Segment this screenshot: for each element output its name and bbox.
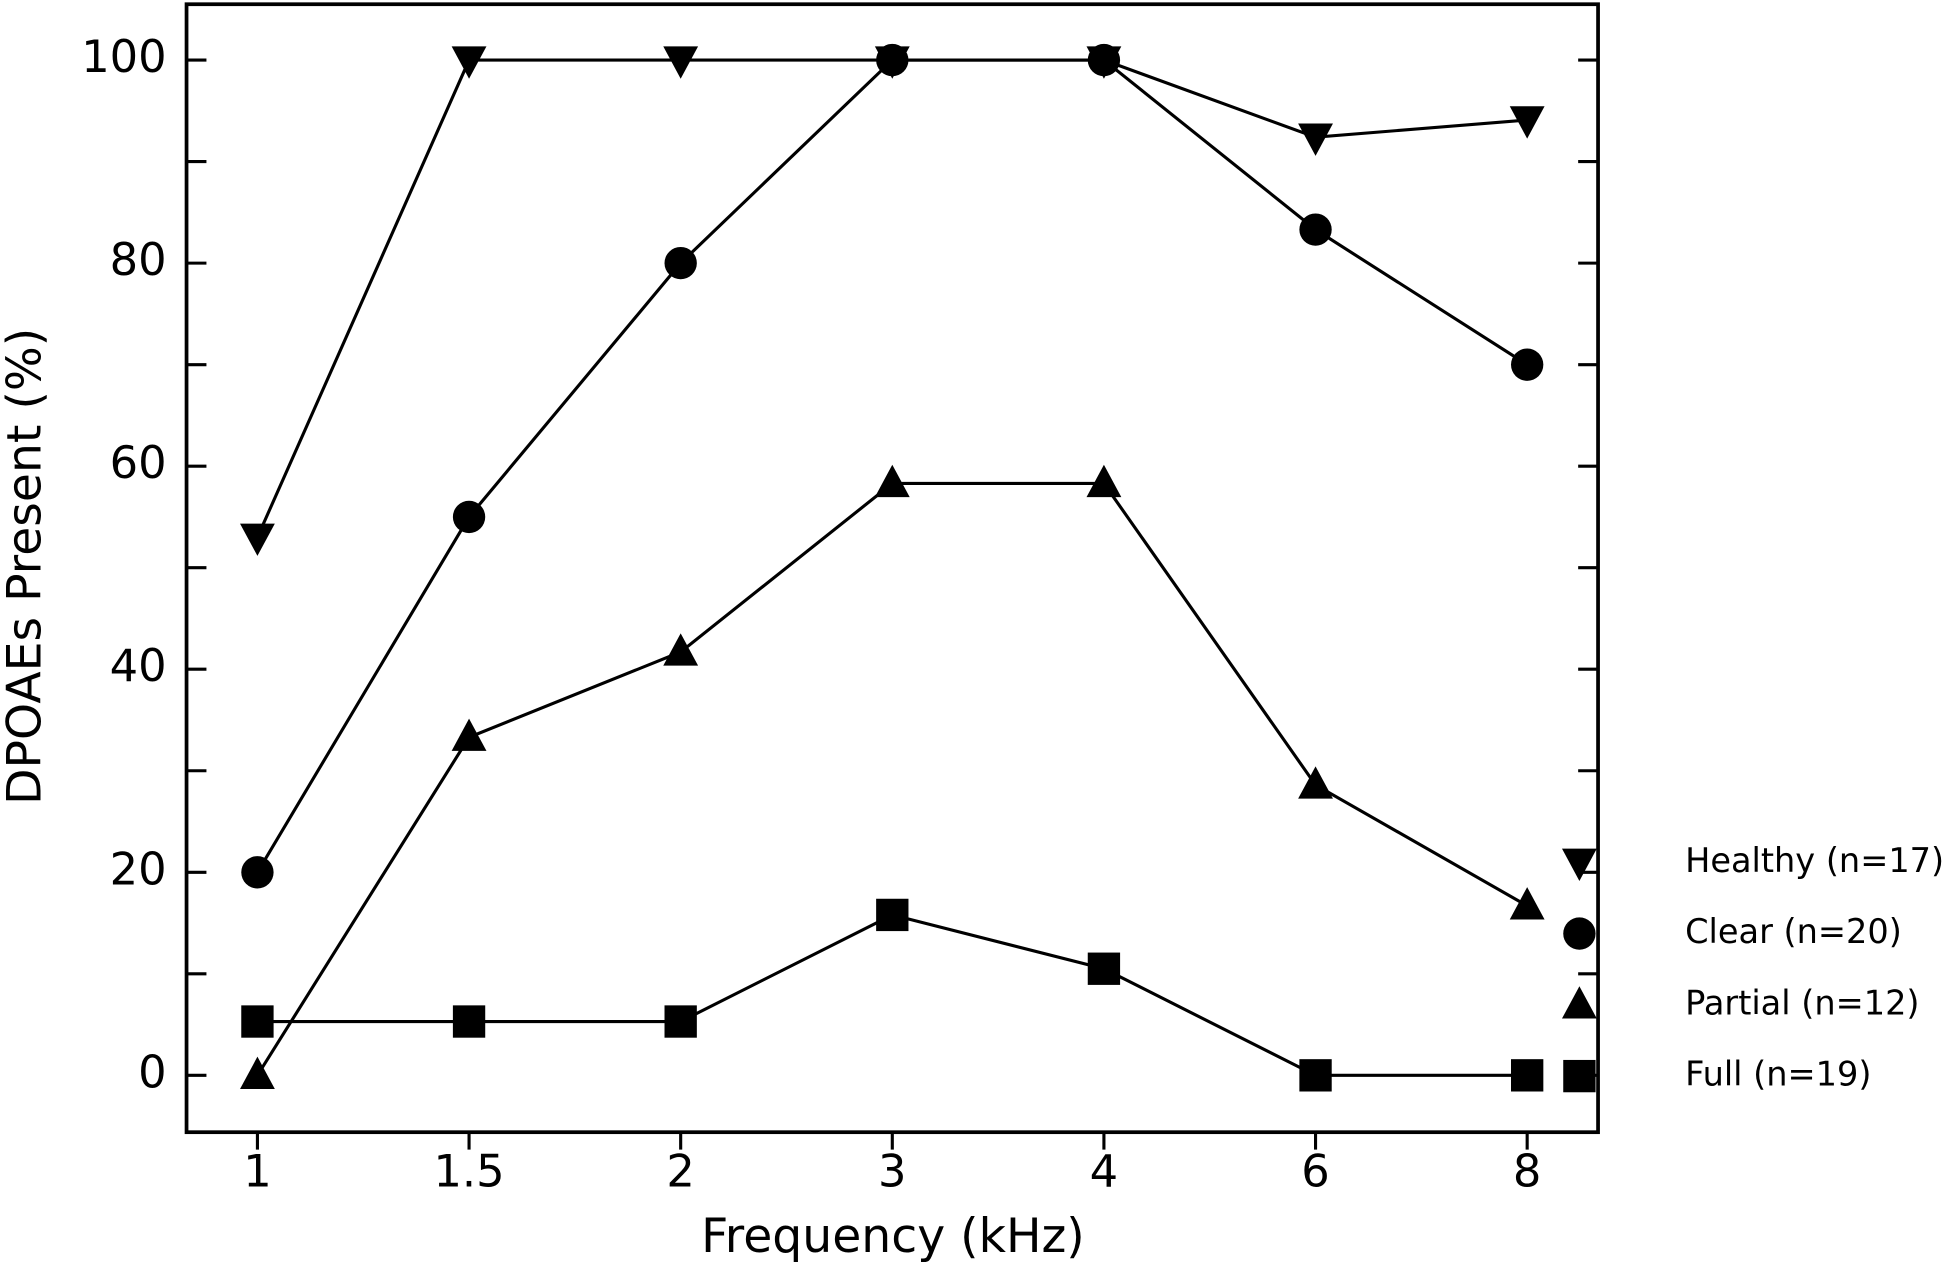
y-tick-label: 60 — [110, 436, 167, 489]
legend-label: Clear (n=20) — [1685, 912, 1902, 951]
data-point — [1087, 43, 1121, 77]
data-point — [1509, 106, 1545, 139]
data-point — [240, 1056, 275, 1090]
legend-marker — [1563, 1059, 1596, 1093]
y-tick-label: 20 — [110, 842, 167, 895]
y-tick-label: 80 — [110, 233, 167, 286]
series-line — [257, 913, 1528, 1077]
data-point — [1299, 213, 1332, 246]
data-point — [451, 718, 487, 751]
data-point — [1087, 952, 1121, 985]
data-point — [663, 633, 699, 666]
plot-frame — [184, 2, 1600, 1135]
data-point — [452, 500, 486, 534]
data-point — [1298, 766, 1333, 799]
data-point — [664, 246, 697, 280]
x-tick-label: 8 — [1513, 1144, 1541, 1197]
legend-label: Partial (n=12) — [1685, 983, 1919, 1022]
legend-label: Full (n=19) — [1685, 1055, 1871, 1094]
y-tick-label: 0 — [138, 1045, 166, 1098]
x-tick-label: 1 — [243, 1144, 271, 1197]
data-point — [874, 464, 910, 498]
data-point — [663, 46, 699, 79]
data-point — [241, 856, 274, 889]
x-tick-label: 3 — [878, 1144, 906, 1197]
legend-marker — [1561, 986, 1597, 1019]
x-axis-label: Frequency (kHz) — [701, 1209, 1085, 1264]
data-point — [1086, 464, 1122, 498]
data-point — [1509, 887, 1545, 920]
legend-marker — [1561, 848, 1597, 881]
data-point — [451, 46, 487, 79]
series-line — [256, 481, 1528, 1077]
data-point — [1511, 1059, 1544, 1092]
x-tick-label: 6 — [1301, 1144, 1329, 1197]
x-tick-label: 4 — [1090, 1144, 1118, 1197]
data-point — [1299, 1059, 1332, 1092]
data-point — [664, 1005, 697, 1038]
y-axis-label: DPOAEs Present (%) — [0, 328, 52, 805]
y-tick-label: 40 — [110, 639, 167, 692]
data-point — [876, 43, 909, 77]
data-point — [240, 523, 275, 556]
y-tick-label: 100 — [81, 30, 166, 83]
x-tick-label: 1.5 — [433, 1144, 504, 1197]
data-point — [1511, 348, 1544, 381]
data-point — [876, 898, 909, 932]
legend-label: Healthy (n=17) — [1685, 841, 1944, 880]
data-point — [241, 1005, 274, 1038]
x-tick-label: 2 — [666, 1144, 694, 1197]
data-point — [1298, 123, 1333, 156]
legend-marker — [1563, 917, 1596, 950]
data-point — [452, 1005, 486, 1038]
